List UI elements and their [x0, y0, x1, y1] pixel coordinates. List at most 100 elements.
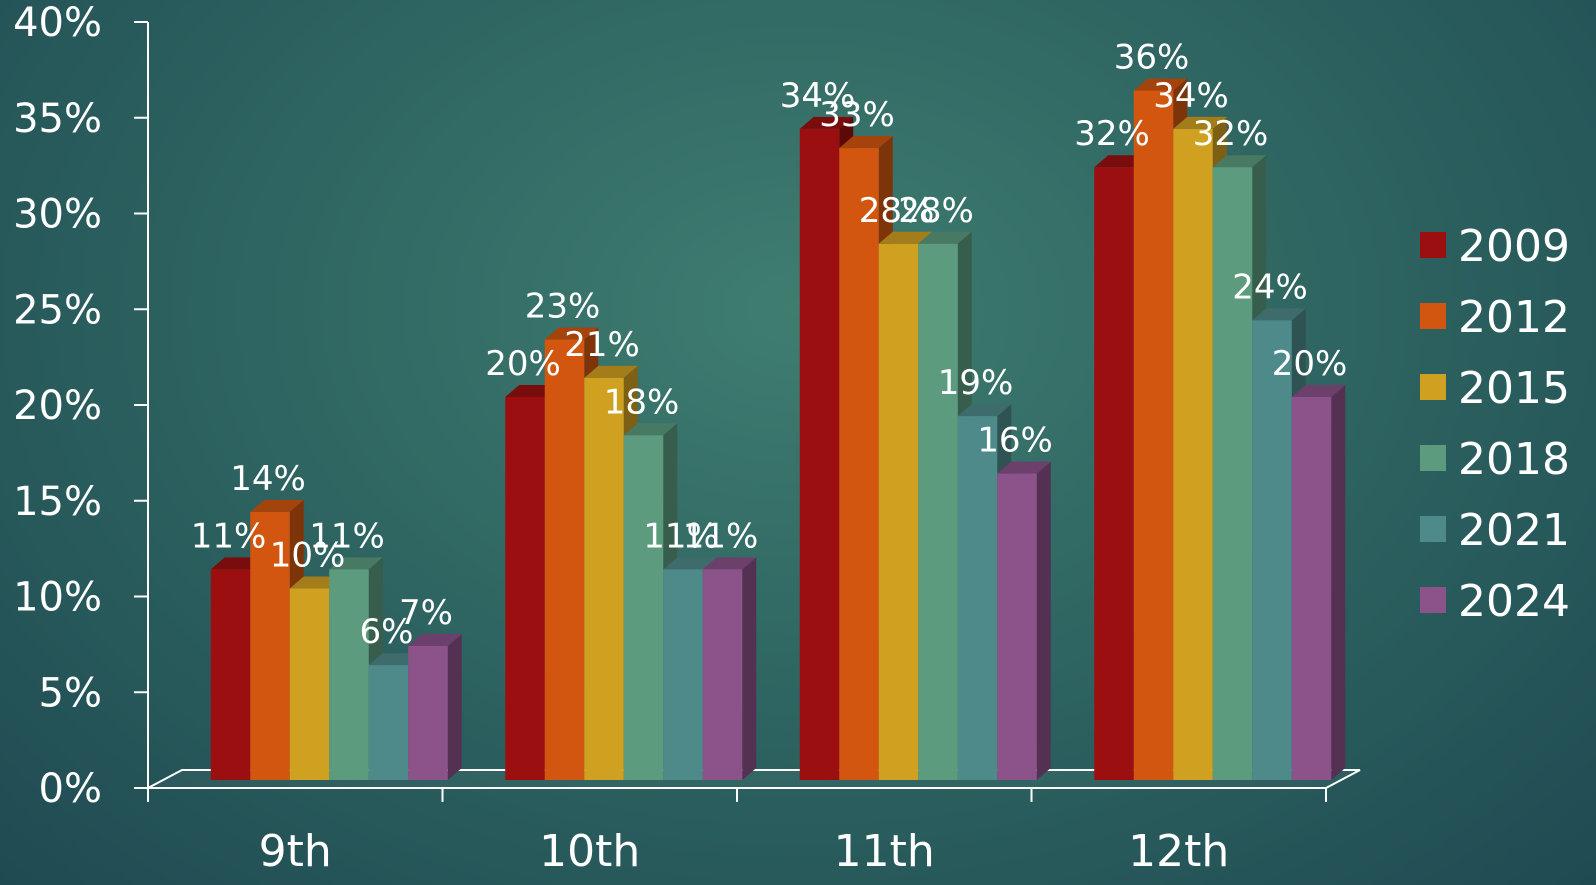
bar-side	[1331, 385, 1346, 780]
legend-label: 2018	[1458, 434, 1570, 485]
bar-top	[250, 499, 304, 512]
y-tick-label: 35%	[13, 96, 102, 142]
data-label: 11%	[191, 516, 267, 556]
bar-top	[544, 327, 599, 340]
bar-top	[663, 557, 717, 570]
bar	[997, 461, 1051, 780]
data-label: 18%	[604, 382, 680, 422]
bar-top	[878, 231, 933, 244]
data-label: 11%	[683, 516, 759, 556]
data-label: 24%	[1232, 267, 1308, 307]
data-label: 33%	[819, 95, 895, 135]
bar-front	[799, 128, 840, 780]
legend-item: 2012	[1420, 292, 1570, 343]
x-tick-label: 10th	[539, 826, 640, 877]
legend-swatch	[1420, 374, 1446, 400]
bar-front	[839, 148, 879, 781]
bar-front	[250, 511, 290, 780]
bar-front	[918, 243, 958, 781]
bar-front	[1291, 397, 1332, 780]
bar-front	[623, 435, 664, 780]
legend-label: 2024	[1458, 576, 1570, 627]
bar-front	[1212, 167, 1253, 780]
bar-top	[408, 633, 462, 646]
data-label: 34%	[1153, 76, 1229, 116]
bar-front	[329, 569, 369, 780]
legend-swatch	[1420, 587, 1446, 613]
chart-bars	[210, 78, 1346, 781]
data-label: 36%	[1114, 38, 1190, 78]
bar-top	[957, 404, 1012, 417]
y-tick-label: 10%	[13, 575, 102, 621]
data-label: 28%	[898, 191, 974, 231]
data-label: 28%	[859, 191, 935, 231]
data-label: 11%	[643, 516, 719, 556]
data-label: 19%	[938, 363, 1014, 403]
data-label: 21%	[564, 325, 640, 365]
bar-top	[799, 116, 854, 129]
bar-top	[702, 557, 757, 570]
y-tick-label: 5%	[39, 670, 102, 716]
bar-front	[1173, 128, 1213, 780]
data-label: 23%	[525, 287, 601, 327]
bar-top	[1252, 308, 1306, 321]
data-label: 16%	[977, 421, 1053, 461]
legend-label: 2012	[1458, 292, 1570, 343]
bar-top	[584, 365, 638, 378]
bar-front	[997, 473, 1037, 780]
data-label: 32%	[1193, 114, 1269, 154]
x-tick-label: 9th	[259, 826, 332, 877]
y-tick-label: 30%	[13, 192, 102, 238]
bar-top	[329, 557, 383, 570]
data-label: 34%	[780, 76, 856, 116]
chart-axes: 0% 5% 10% 15% 20% 25% 30% 35% 40% 9th 10th 11th 12th	[13, 0, 1361, 877]
y-tick-label: 40%	[13, 0, 102, 46]
bar-top	[1133, 78, 1188, 91]
bar-front	[289, 588, 330, 780]
bar-top	[918, 231, 972, 244]
bar-front	[957, 416, 998, 780]
data-label: 14%	[230, 459, 306, 499]
y-tick-label: 0%	[39, 766, 102, 812]
bar-front	[1252, 320, 1292, 780]
legend-item: 2015	[1420, 363, 1570, 414]
chart-legend: 2009 2012 2015 2018 2021 2024	[1420, 221, 1570, 627]
legend-swatch	[1420, 303, 1446, 329]
bar-top	[623, 423, 678, 436]
bar-front	[368, 665, 409, 780]
bar-top	[997, 461, 1051, 474]
data-label: 6%	[360, 612, 414, 652]
bar	[1291, 385, 1346, 780]
bar-front	[408, 645, 448, 780]
bar	[702, 557, 757, 780]
bar-front	[584, 377, 624, 780]
bar-front	[878, 243, 919, 781]
bar-side	[742, 557, 757, 780]
legend-item: 2024	[1420, 576, 1570, 627]
x-tick-label: 12th	[1128, 826, 1229, 877]
chart-data-labels: 11%14%10%11%6%7%20%23%21%18%11%11%34%33%…	[191, 38, 1348, 652]
bar	[623, 423, 678, 780]
bar-front	[663, 569, 703, 780]
bar-front	[544, 339, 585, 780]
bar-top	[1173, 116, 1227, 129]
bar-front	[1094, 167, 1134, 780]
data-label: 11%	[309, 516, 385, 556]
legend-label: 2021	[1458, 505, 1570, 556]
legend-swatch	[1420, 232, 1446, 258]
bar-front	[505, 397, 545, 780]
bar-front	[702, 569, 743, 780]
bar-top	[839, 136, 893, 149]
data-label: 20%	[485, 344, 561, 384]
legend-label: 2015	[1458, 363, 1570, 414]
legend-swatch	[1420, 445, 1446, 471]
bar-top	[1212, 155, 1267, 168]
bar-side	[1036, 461, 1051, 780]
data-label: 20%	[1272, 344, 1348, 384]
bar-top	[1291, 385, 1346, 397]
data-label: 7%	[399, 593, 453, 633]
legend-item: 2009	[1420, 221, 1570, 272]
legend-item: 2021	[1420, 505, 1570, 556]
bar	[408, 633, 462, 780]
